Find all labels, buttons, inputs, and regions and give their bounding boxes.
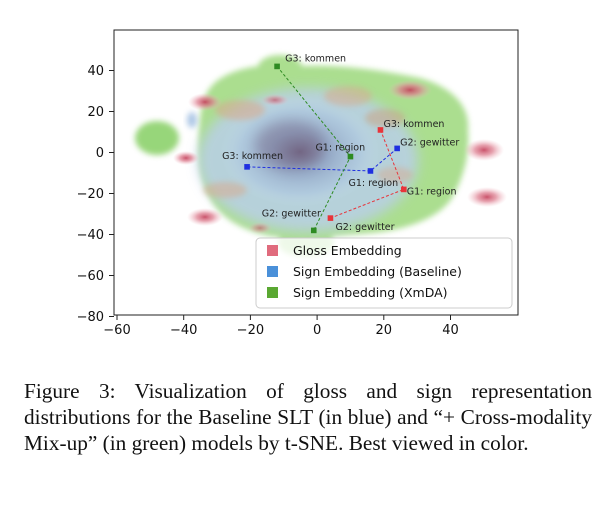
plot-frame	[113, 29, 519, 316]
point-label-2-1: G1: region	[315, 143, 365, 154]
y-tick-label: −20	[77, 187, 104, 202]
data-point-1-1	[367, 168, 374, 174]
data-point-1-0	[394, 145, 400, 152]
connector-line-1	[247, 148, 398, 172]
x-tick-label: 20	[376, 323, 393, 338]
legend-label-gloss: Gloss Embedding	[293, 243, 402, 258]
x-tick-label: −40	[170, 323, 197, 338]
point-label-0-0: G3: kommen	[383, 119, 444, 130]
connector-line-0	[330, 129, 405, 219]
y-axis-ticks: 40 20 0 −20 −40 −60 −80	[77, 64, 114, 325]
point-label-0-1: G1: region	[407, 186, 457, 197]
legend-box	[255, 237, 513, 309]
point-label-1-1: G1: region	[348, 178, 398, 189]
tsne-figure: G3: kommen G1: region G2: gewitter G2: gewi…	[77, 29, 519, 338]
x-tick-label: −60	[103, 323, 130, 338]
point-label-0-2: G2: gewitter	[335, 222, 394, 233]
data-point-0-1	[401, 186, 407, 193]
data-point-0-0	[377, 127, 384, 133]
data-point-1-2	[244, 164, 250, 170]
y-tick-label: 40	[87, 64, 104, 79]
data-point-2-0	[274, 63, 280, 70]
x-tick-label: 0	[313, 323, 321, 338]
x-tick-label: 40	[442, 323, 459, 338]
point-label-1-2: G3: kommen	[222, 151, 283, 162]
density-background	[135, 55, 507, 257]
point-label-2-2: G2: gewitter	[262, 208, 321, 219]
data-points: G3: kommen G1: region G2: gewitter G2: gewi…	[222, 53, 459, 234]
point-label-1-0: G2: gewitter	[400, 137, 459, 148]
y-tick-label: 0	[96, 146, 104, 161]
y-tick-label: −40	[77, 228, 104, 243]
legend-swatch-sign-baseline	[267, 266, 278, 277]
point-label-2-0: G3: kommen	[285, 53, 346, 64]
x-tick-label: −20	[237, 323, 264, 338]
y-tick-label: 20	[87, 105, 104, 120]
data-point-2-1	[347, 153, 354, 160]
legend-label-sign-xmda: Sign Embedding (XmDA)	[293, 285, 448, 300]
legend: Gloss Embedding Sign Embedding (Baseline…	[255, 237, 513, 309]
y-tick-label: −80	[77, 310, 104, 325]
y-tick-label: −60	[77, 269, 104, 284]
legend-swatch-gloss	[267, 245, 278, 256]
data-point-0-2	[327, 215, 334, 221]
legend-swatch-sign-xmda	[267, 287, 278, 298]
legend-label-sign-baseline: Sign Embedding (Baseline)	[293, 264, 462, 279]
data-point-2-2	[310, 227, 317, 234]
figure-caption: Figure 3: Visualization of gloss and sig…	[24, 379, 592, 455]
x-axis-ticks: −60 −40 −20 0 20 40	[103, 315, 459, 338]
